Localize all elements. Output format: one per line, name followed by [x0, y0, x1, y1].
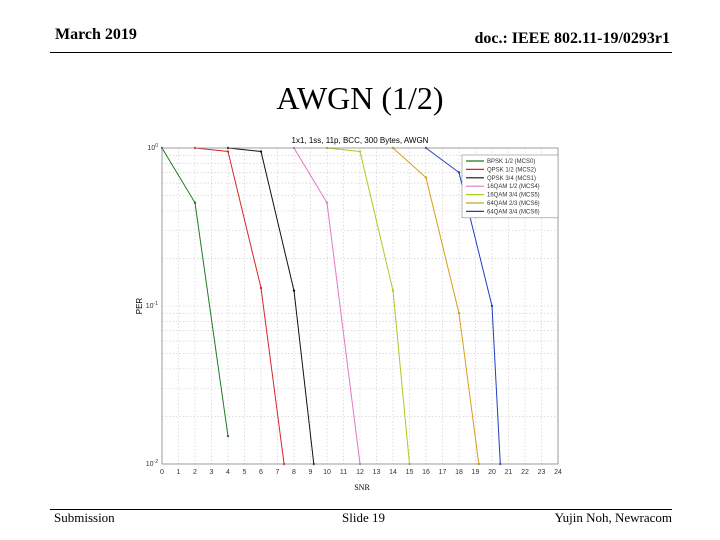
- x-tick-label: 14: [389, 469, 397, 476]
- x-tick-label: 15: [406, 469, 414, 476]
- x-tick-label: 9: [309, 469, 313, 476]
- y-tick-label: 100: [147, 143, 158, 152]
- data-point: [292, 289, 296, 292]
- x-tick-label: 4: [226, 469, 230, 476]
- y-tick-label: 10-1: [146, 301, 158, 310]
- footer-slide-number: Slide 19: [342, 510, 385, 525]
- x-tick-label: 16: [422, 469, 430, 476]
- x-axis-label: SNR: [354, 483, 370, 492]
- data-point: [259, 150, 263, 153]
- data-point: [457, 312, 461, 315]
- header-date: March 2019: [55, 26, 137, 43]
- x-tick-label: 18: [455, 469, 463, 476]
- x-tick-label: 11: [340, 469, 347, 476]
- x-tick-label: 24: [554, 469, 562, 476]
- header-divider: [50, 52, 672, 53]
- x-tick-label: 21: [505, 469, 513, 476]
- x-tick-label: 19: [472, 469, 480, 476]
- legend-entry: QPSK 1/2 (MCS2): [487, 167, 536, 173]
- x-tick-label: 23: [538, 469, 546, 476]
- data-point: [226, 150, 230, 153]
- legend-entry: 16QAM 3/4 (MCS5): [487, 193, 540, 199]
- x-tick-label: 5: [243, 469, 247, 476]
- x-tick-label: 20: [488, 469, 496, 476]
- y-axis-label: PER: [135, 298, 144, 315]
- legend-entry: 64QAM 2/3 (MCS6): [487, 201, 540, 207]
- x-tick-label: 12: [356, 469, 364, 476]
- legend-entry: 64QAM 3/4 (MCS6): [487, 209, 540, 215]
- series-line: [194, 147, 285, 465]
- x-tick-label: 17: [439, 469, 447, 476]
- data-point: [457, 171, 461, 174]
- header-doc-id: doc.: IEEE 802.11-19/0293r1: [474, 30, 670, 47]
- legend-entry: QPSK 3/4 (MCS1): [487, 176, 536, 182]
- y-tick-label: 10-2: [146, 459, 158, 468]
- chart-ticks: 0 1 2 3 4 5 6 7 8 9 10 11 12 13 14 15 16 17 18 19 20 21 22 23 24…: [146, 143, 562, 476]
- x-tick-label: 0: [160, 469, 164, 476]
- x-tick-label: 8: [292, 469, 296, 476]
- footer-submission: Submission: [54, 510, 115, 525]
- x-tick-label: 2: [193, 469, 197, 476]
- x-tick-label: 6: [259, 469, 263, 476]
- x-tick-label: 10: [323, 469, 331, 476]
- data-point: [259, 286, 263, 290]
- data-point: [358, 150, 362, 153]
- series-line: [392, 147, 480, 465]
- legend-entry: BPSK 1/2 (MCS0): [487, 159, 535, 165]
- data-point: [226, 434, 230, 438]
- x-tick-label: 22: [521, 469, 529, 476]
- data-point: [325, 201, 329, 204]
- series-line: [326, 147, 410, 465]
- footer-author: Yujin Noh, Newracom: [554, 510, 672, 525]
- plot-frame: [161, 147, 559, 465]
- x-tick-label: 7: [276, 469, 280, 476]
- data-point: [193, 201, 197, 204]
- x-tick-label: 3: [210, 469, 214, 476]
- footer-divider: [50, 509, 672, 510]
- series-line: [425, 147, 501, 465]
- data-point: [391, 289, 395, 292]
- chart-legend: BPSK 1/2 (MCS0) QPSK 1/2 (MCS2) QPSK 3/4 (…: [461, 154, 559, 219]
- data-point: [424, 176, 428, 179]
- legend-entry: 16QAM 1/2 (MCS4): [487, 184, 540, 190]
- series-line: [227, 147, 315, 465]
- chart-title: 1x1, 1ss, 11p, BCC, 300 Bytes, AWGN: [292, 136, 429, 145]
- x-tick-label: 13: [373, 469, 381, 476]
- slide-title: AWGN (1/2): [276, 80, 444, 116]
- x-tick-label: 1: [177, 469, 181, 476]
- data-point: [490, 304, 494, 308]
- chart-series: [160, 146, 502, 466]
